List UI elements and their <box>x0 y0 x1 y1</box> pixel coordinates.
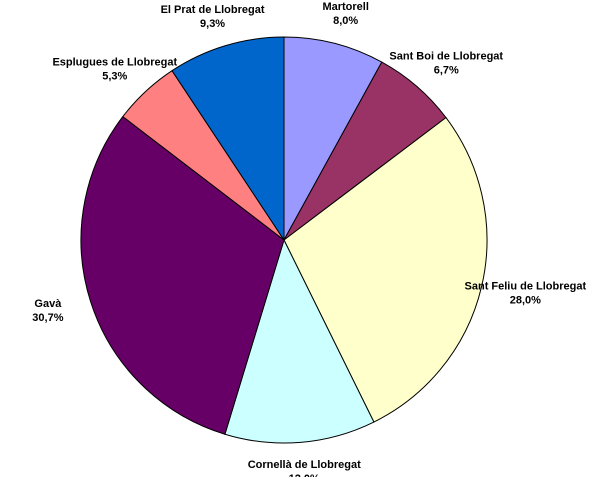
slice-label: Gavà <box>34 298 62 310</box>
slice-label: Esplugues de Llobregat <box>52 57 177 69</box>
slice-label: Cornellà de Llobregat <box>248 459 361 471</box>
slice-label: Sant Feliu de Llobregat <box>465 281 587 293</box>
slice-label: Sant Boi de Llobregat <box>389 51 503 63</box>
slice-value-label: 30,7% <box>32 312 63 324</box>
slice-value-label: 8,0% <box>333 15 358 27</box>
slice-value-label: 6,7% <box>434 65 459 77</box>
slice-value-label: 28,0% <box>510 295 541 307</box>
pie-slice <box>283 116 488 423</box>
slice-value-label: 9,3% <box>200 18 225 30</box>
pie-slice <box>171 36 285 242</box>
slice-label: Martorell <box>322 1 368 13</box>
slice-label: El Prat de Llobregat <box>161 4 265 16</box>
slice-value-label: 5,3% <box>102 71 127 83</box>
slice-value-label: 12,0% <box>289 473 320 477</box>
pie-slice <box>283 36 383 241</box>
pie-slice <box>224 238 375 444</box>
pie-slice <box>80 115 285 435</box>
